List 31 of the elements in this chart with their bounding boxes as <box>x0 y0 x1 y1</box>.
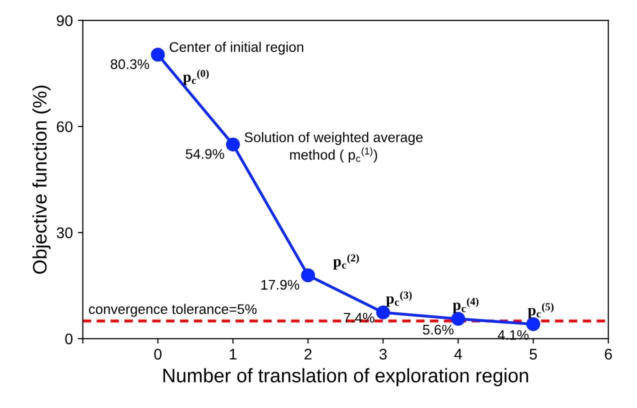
y-axis-title: Objective function (%) <box>32 86 51 274</box>
annotation: p$_{c}$$^{(2)}$ <box>333 254 359 270</box>
data-label: 5.6% <box>422 324 454 335</box>
x-tick-label: 3 <box>379 348 387 360</box>
x-tick-label: 0 <box>154 348 162 360</box>
x-tick-label: 6 <box>604 348 612 360</box>
x-tick-label: 2 <box>304 348 312 360</box>
annotation: p$_{c}$$^{(0)}$ <box>183 70 209 86</box>
x-tick-label: 4 <box>454 348 462 360</box>
point <box>376 306 390 320</box>
annotation: Center of initial region <box>170 42 304 55</box>
x-tick-label: 5 <box>530 348 537 360</box>
data-label: 17.9% <box>261 280 300 290</box>
point <box>150 48 165 62</box>
x-tick-label: 1 <box>230 348 236 360</box>
point <box>526 317 540 332</box>
ref-line-label: convergence tolerance=5% <box>88 304 257 317</box>
y-tick-label: 90 <box>56 15 72 26</box>
annotation: Solution of weighted average method ( p$_{c}$$^{(1)}$) <box>244 132 423 162</box>
y-tick-label: 60 <box>56 121 72 132</box>
annotation: p$_{c}$$^{(5)}$ <box>528 302 554 318</box>
data-label: 80.3% <box>110 59 150 70</box>
data-label: 7.4% <box>344 312 374 323</box>
annotation: p$_{c}$$^{(4)}$ <box>452 298 478 314</box>
y-tick-label: 30 <box>56 227 72 238</box>
data-label: 54.9% <box>186 149 224 159</box>
x-axis-title: Number of translation of exploration region <box>163 368 528 386</box>
y-tick-label: 0 <box>65 334 72 344</box>
annotation: p$_{c}$$^{(3)}$ <box>386 291 412 307</box>
point <box>301 268 315 282</box>
point <box>226 138 240 152</box>
